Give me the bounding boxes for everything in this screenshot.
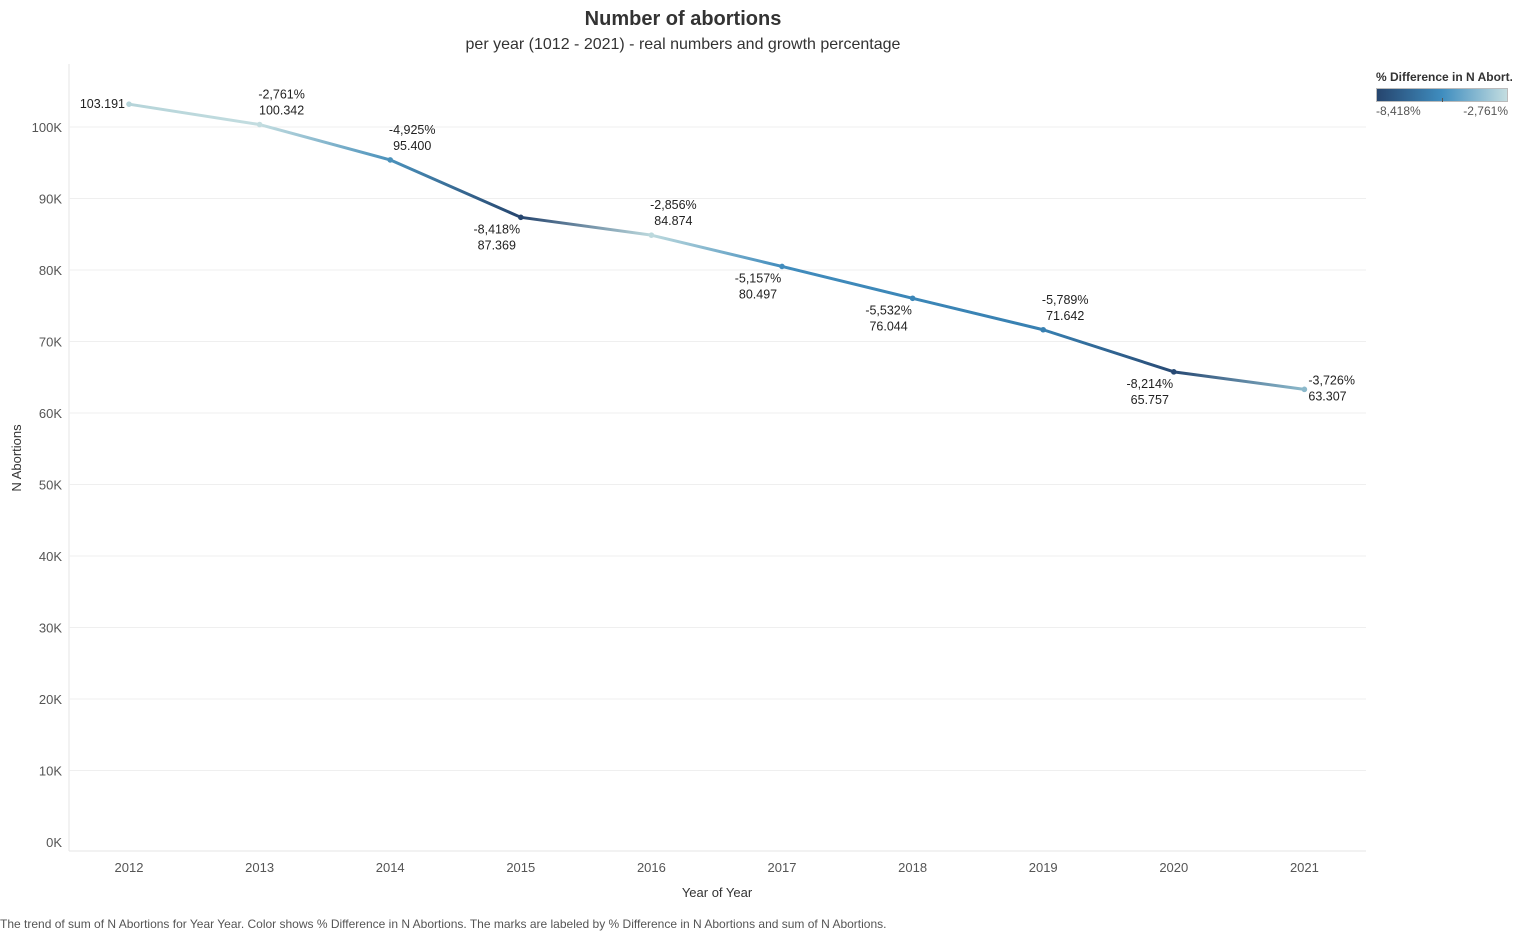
x-axis-label: Year of Year (682, 885, 753, 900)
x-tick-label: 2016 (637, 860, 666, 875)
legend-min-label: -8,418% (1376, 104, 1421, 118)
data-point-2018 (909, 295, 916, 302)
line-segment (388, 158, 523, 219)
pct-label: -5,532% (865, 303, 912, 317)
y-tick-label: 20K (39, 692, 62, 707)
data-point-2019 (1040, 326, 1046, 333)
pct-label: -8,214% (1127, 377, 1174, 391)
pct-label: -5,789% (1042, 293, 1089, 307)
legend-title: % Difference in N Abort.. (1376, 70, 1512, 84)
x-axis: 2012 2013 2014 2015 2016 2017 2018 2019 2020 2021 (115, 860, 1319, 875)
x-tick-label: 2021 (1290, 860, 1319, 875)
y-axis: 0K 10K 20K 30K 40K 50K 60K 70K 80K 90K 100K (32, 120, 63, 850)
y-tick-label: 10K (39, 764, 62, 779)
value-label: 95.400 (393, 139, 431, 153)
x-tick-label: 2018 (898, 860, 927, 875)
legend-max-label: -2,761% (1463, 104, 1508, 118)
x-tick-label: 2014 (376, 860, 405, 875)
line-segment (649, 233, 784, 268)
data-points (126, 101, 1308, 393)
value-label: 100.342 (259, 104, 304, 118)
value-label: 84.874 (654, 214, 692, 228)
line-segment (1172, 370, 1306, 391)
value-label: 65.757 (1131, 393, 1169, 407)
x-tick-label: 2017 (768, 860, 797, 875)
value-label: 103.191 (80, 97, 125, 111)
y-tick-label: 30K (39, 621, 62, 636)
pct-label: -4,925% (389, 123, 436, 137)
chart-subtitle: per year (1012 - 2021) - real numbers an… (465, 36, 901, 53)
y-tick-label: 40K (39, 549, 62, 564)
data-point-2013 (256, 121, 263, 128)
color-legend: % Difference in N Abort.. -8,418% -2,761… (1376, 70, 1512, 118)
legend-color-ramp (1376, 88, 1508, 102)
line-segment (258, 123, 392, 162)
y-tick-label: 100K (32, 120, 63, 135)
pct-label: -5,157% (735, 271, 782, 285)
data-point-2012 (126, 101, 132, 107)
y-tick-label: 60K (39, 406, 62, 421)
y-tick-label: 0K (46, 835, 62, 850)
y-tick-label: 90K (39, 192, 62, 207)
line-segment (911, 296, 1045, 332)
value-label: 76.044 (869, 319, 907, 333)
line-segment (127, 102, 262, 127)
pct-label: -3,726% (1308, 373, 1355, 387)
x-tick-label: 2015 (506, 860, 535, 875)
chart-caption: The trend of sum of N Abortions for Year… (0, 917, 887, 931)
y-tick-label: 80K (39, 263, 62, 278)
data-point-2016 (648, 232, 655, 238)
data-point-2015 (518, 214, 524, 221)
pct-label: -2,761% (258, 88, 305, 102)
y-tick-label: 50K (39, 478, 62, 493)
value-label: 71.642 (1046, 309, 1084, 323)
data-point-2017 (779, 263, 785, 270)
value-label: 63.307 (1308, 389, 1346, 403)
x-tick-label: 2013 (245, 860, 274, 875)
pct-label: -8,418% (474, 222, 521, 236)
y-axis-label: N Abortions (9, 424, 24, 492)
data-point-2020 (1171, 369, 1177, 375)
x-tick-label: 2012 (115, 860, 144, 875)
chart-title: Number of abortions (584, 8, 782, 30)
series-line (127, 102, 1306, 391)
line-segment (519, 215, 653, 237)
value-label: 80.497 (739, 287, 777, 301)
x-tick-label: 2020 (1159, 860, 1188, 875)
data-point-2021 (1301, 386, 1308, 393)
data-point-2014 (387, 157, 394, 163)
data-labels: 103.191 -2,761% 100.342 -4,925% 95.400 -8,418… (80, 88, 1355, 407)
x-tick-label: 2019 (1029, 860, 1058, 875)
line-segment (780, 264, 915, 300)
value-label: 87.369 (478, 238, 516, 252)
gridlines (68, 64, 1366, 852)
pct-label: -2,856% (650, 198, 697, 212)
line-segment (1041, 328, 1176, 374)
y-tick-label: 70K (39, 335, 62, 350)
